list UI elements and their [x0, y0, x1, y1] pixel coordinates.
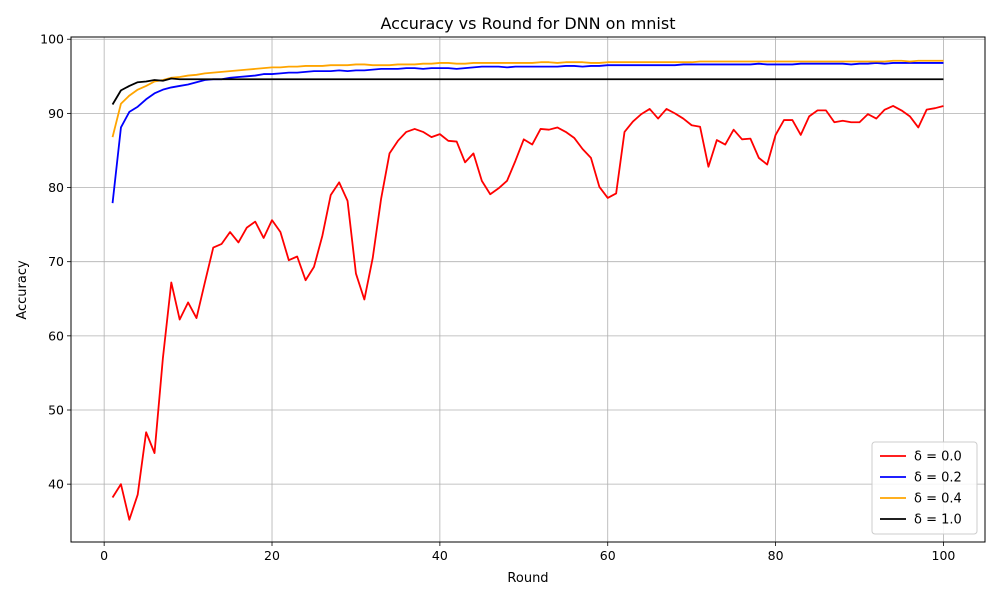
series-line-1	[111, 62, 944, 204]
x-tick-label: 20	[264, 548, 280, 563]
series-lines	[111, 59, 944, 521]
y-tick-label: 80	[48, 180, 64, 195]
legend: δ = 0.0 δ = 0.2 δ = 0.4 δ = 1.0	[871, 441, 978, 535]
y-tick-label: 40	[48, 477, 64, 492]
chart-title: Accuracy vs Round for DNN on mnist	[381, 14, 676, 33]
x-tick-label: 0	[100, 548, 108, 563]
y-tick-label: 90	[48, 106, 64, 121]
x-axis-title: Round	[507, 571, 548, 586]
grid	[71, 37, 985, 542]
series-line-2	[111, 59, 944, 138]
y-tick-label: 100	[40, 32, 64, 47]
legend-box	[871, 441, 978, 535]
legend-label: δ = 1.0	[914, 513, 962, 528]
x-tick-label: 40	[432, 548, 448, 563]
y-axis-title: Accuracy	[15, 260, 30, 320]
legend-label: δ = 0.4	[914, 492, 962, 507]
legend-label: δ = 0.0	[914, 450, 962, 465]
plot-frame	[70, 36, 986, 543]
legend-label: δ = 0.2	[914, 471, 962, 486]
y-tick-label: 50	[48, 403, 64, 418]
x-tick-label: 60	[600, 548, 616, 563]
series-line-3	[111, 77, 944, 105]
axis-ticks: 0 20 40 60 80 100 40 50 60 70 80 90 100	[40, 32, 955, 563]
x-tick-label: 100	[932, 548, 956, 563]
series-line-0	[111, 105, 944, 521]
y-tick-label: 70	[48, 254, 64, 269]
y-tick-label: 60	[48, 328, 64, 343]
x-tick-label: 80	[768, 548, 784, 563]
